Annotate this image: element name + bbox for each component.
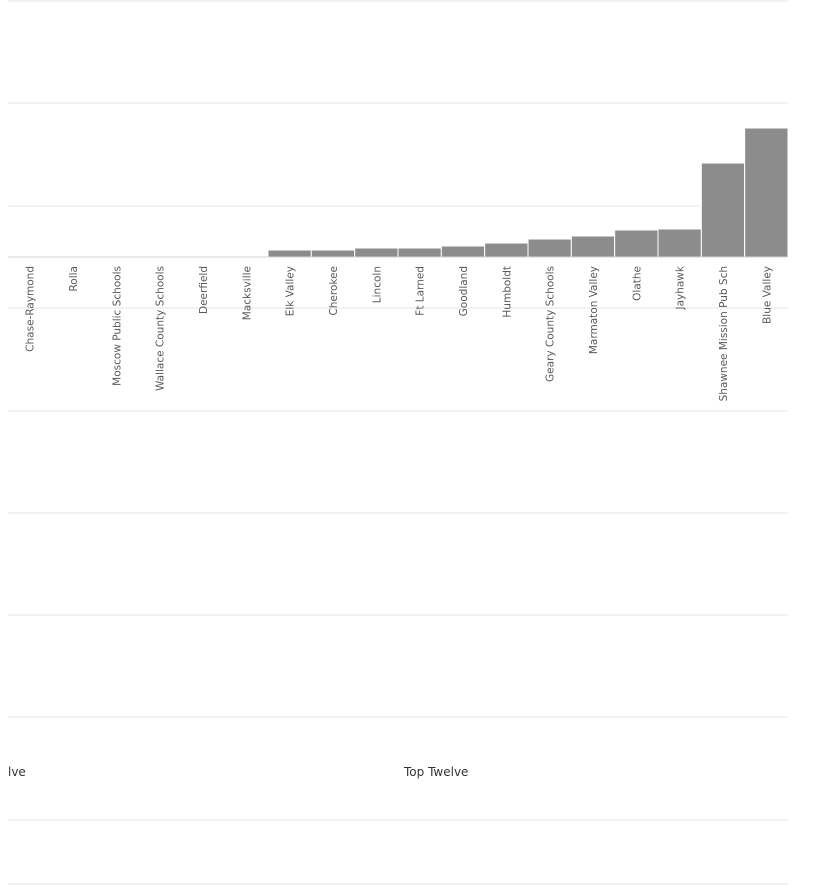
x-tick-label: Cherokee xyxy=(328,266,340,316)
bar-jayhawk xyxy=(657,228,702,258)
x-tick-label: Olathe xyxy=(631,266,643,301)
x-tick-label: Moscow Public Schools xyxy=(111,266,123,386)
x-tick-label: Jayhawk xyxy=(675,265,687,310)
bar-shawnee-mission-pub-sch xyxy=(700,162,746,258)
x-tick-label: Shawnee Mission Pub Sch xyxy=(718,266,730,401)
bar-olathe xyxy=(614,229,659,258)
x-tick-label: Rolla xyxy=(68,266,80,292)
x-tick-label: Goodland xyxy=(458,266,470,316)
x-tick-label: Geary County Schools xyxy=(545,266,557,382)
x-tick-label: Deerfield xyxy=(198,266,210,314)
x-tick-label: Wallace County Schools xyxy=(155,266,167,391)
caption-top-twelve: Top Twelve xyxy=(404,765,469,779)
x-tick-label: Lincoln xyxy=(371,266,383,303)
x-tick-label: Macksville xyxy=(241,266,253,320)
x-tick-label: Ft Larned xyxy=(415,266,427,316)
caption-left: lve xyxy=(8,765,26,779)
bars xyxy=(267,127,789,258)
bar-blue-valley xyxy=(744,127,789,258)
bar-humboldt xyxy=(484,242,529,258)
bar-cherokee xyxy=(310,249,356,258)
bar-geary-county-schools xyxy=(527,238,572,258)
gridlines xyxy=(8,0,788,885)
bar-goodland xyxy=(440,245,486,258)
bar-lincoln xyxy=(354,247,399,258)
x-tick-label: Humboldt xyxy=(501,266,513,318)
bar-ft-larned xyxy=(397,247,442,258)
bar-marmaton-valley xyxy=(570,235,616,258)
x-tick-label: Chase-Raymond xyxy=(25,266,37,352)
x-tick-label: Marmaton Valley xyxy=(588,266,600,354)
x-tick-label: Elk Valley xyxy=(285,266,297,316)
x-tick-label: Blue Valley xyxy=(761,266,773,324)
x-tick-labels: Chase-Raymond Rolla Moscow Public Schools W… xyxy=(25,265,774,401)
bar-elk-valley xyxy=(267,249,312,258)
